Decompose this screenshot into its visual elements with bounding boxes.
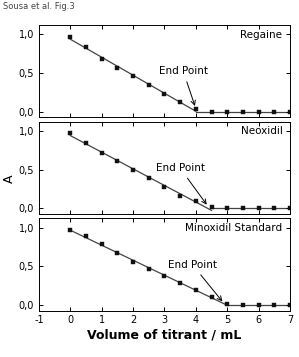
Text: Neoxidil: Neoxidil — [241, 126, 283, 136]
Text: Regaine: Regaine — [240, 30, 283, 40]
X-axis label: Volume of titrant / mL: Volume of titrant / mL — [87, 328, 242, 341]
Text: End Point: End Point — [168, 260, 222, 301]
Text: End Point: End Point — [159, 66, 208, 105]
Text: Sousa et al. Fig.3: Sousa et al. Fig.3 — [3, 2, 75, 11]
Text: Minoxidil Standard: Minoxidil Standard — [185, 223, 283, 233]
Text: A: A — [3, 174, 16, 183]
Text: End Point: End Point — [156, 163, 206, 204]
